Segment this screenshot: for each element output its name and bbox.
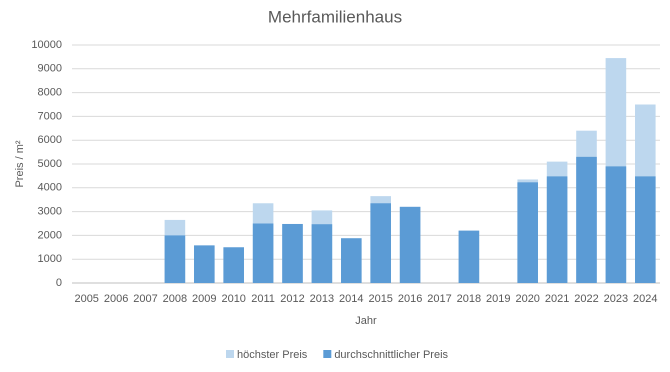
chart-title: Mehrfamilienhaus: [268, 7, 402, 26]
bar: [635, 176, 656, 283]
x-tick-label: 2008: [163, 293, 187, 305]
x-tick-label: 2010: [221, 293, 245, 305]
y-tick-label: 2000: [38, 229, 62, 241]
x-tick-label: 2018: [457, 293, 481, 305]
y-tick-label: 1000: [38, 253, 62, 265]
x-axis-title: Jahr: [355, 315, 377, 327]
y-tick-label: 10000: [31, 39, 62, 51]
y-tick-label: 4000: [38, 182, 62, 194]
bar: [223, 247, 244, 283]
legend-label: höchster Preis: [237, 349, 308, 361]
x-tick-label: 2013: [310, 293, 334, 305]
bar: [282, 223, 303, 283]
y-axis-title: Preis / m²: [14, 140, 26, 187]
bar: [194, 245, 215, 283]
x-tick-label: 2024: [633, 293, 657, 305]
x-tick-label: 2020: [515, 293, 539, 305]
x-tick-label: 2023: [604, 293, 628, 305]
x-tick-label: 2019: [486, 293, 510, 305]
legend-label: durchschnittlicher Preis: [334, 349, 448, 361]
bar: [252, 223, 274, 283]
bar: [546, 176, 568, 283]
x-tick-label: 2009: [192, 293, 216, 305]
bar: [311, 224, 333, 283]
bar: [399, 206, 421, 283]
legend-swatch: [226, 350, 234, 358]
bar: [458, 230, 480, 283]
bar: [164, 235, 186, 283]
bar: [605, 166, 627, 283]
y-tick-label: 7000: [38, 110, 62, 122]
y-tick-label: 0: [56, 277, 62, 289]
x-tick-label: 2011: [251, 293, 275, 305]
x-tick-label: 2016: [398, 293, 422, 305]
x-tick-label: 2012: [280, 293, 304, 305]
y-tick-label: 3000: [38, 206, 62, 218]
x-tick-label: 2017: [427, 293, 451, 305]
y-tick-label: 9000: [38, 63, 62, 75]
x-tick-label: 2014: [339, 293, 363, 305]
x-tick-label: 2015: [368, 293, 392, 305]
bar: [370, 203, 391, 283]
x-tick-label: 2007: [133, 293, 157, 305]
legend-swatch: [323, 350, 332, 358]
y-tick-label: 5000: [38, 158, 62, 170]
bar: [517, 182, 538, 283]
bar: [576, 156, 597, 283]
x-tick-label: 2021: [545, 293, 569, 305]
x-tick-label: 2005: [74, 293, 98, 305]
bar: [341, 238, 362, 283]
y-tick-label: 6000: [38, 134, 62, 146]
x-tick-label: 2022: [574, 293, 598, 305]
x-tick-label: 2006: [104, 293, 128, 305]
y-tick-label: 8000: [38, 87, 62, 99]
